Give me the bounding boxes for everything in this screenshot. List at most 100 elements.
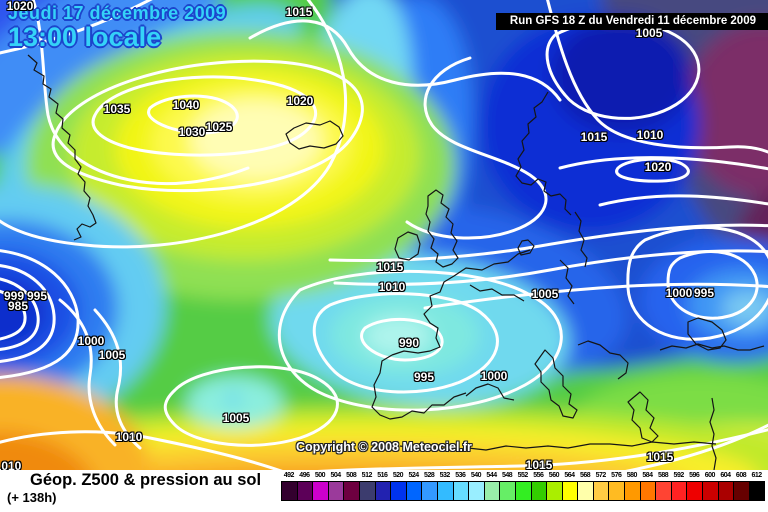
- legend-swatch: [577, 481, 594, 501]
- legend-cell: 520: [390, 471, 407, 501]
- legend-swatch: [483, 481, 501, 501]
- legend-value: 516: [377, 472, 388, 479]
- legend-swatch: [312, 481, 329, 501]
- legend-value: 552: [517, 472, 529, 479]
- legend-swatch: [655, 481, 672, 501]
- legend-swatch: [421, 481, 438, 501]
- legend-cell: 540: [468, 471, 485, 501]
- weather-map: Jeudi 17 décembre 2009 13:00 locale Run …: [0, 0, 768, 470]
- forecast-time-text: 13:00 locale: [8, 21, 162, 52]
- pressure-label: 1015: [580, 130, 608, 144]
- legend-swatch: [468, 481, 485, 501]
- legend-swatch: [390, 481, 407, 501]
- legend-cell: 500: [312, 471, 329, 501]
- copyright-text: Copyright © 2008 Meteociel.fr: [296, 440, 472, 454]
- legend-swatch: [624, 481, 641, 501]
- pressure-label: 985: [7, 299, 29, 313]
- pressure-label: 1020: [6, 0, 34, 13]
- pressure-label: 995: [413, 370, 435, 384]
- color-scale-legend: 492 496 500 504 508 512 516 520 524 528 532 536 540 5…: [281, 471, 766, 501]
- legend-cell: 596: [686, 471, 704, 501]
- coastlines: [27, 54, 765, 470]
- legend-value: 588: [657, 472, 669, 479]
- legend-cell: 580: [624, 471, 641, 501]
- legend-value: 560: [548, 472, 560, 479]
- legend-swatch: [436, 481, 454, 501]
- legend-swatch: [530, 481, 548, 501]
- legend-cell: 532: [436, 471, 454, 501]
- pressure-label: 999: [3, 289, 25, 303]
- pressure-label: 1010: [115, 430, 143, 444]
- legend-cell: 576: [608, 471, 626, 501]
- legend-cell: 504: [327, 471, 345, 501]
- legend-swatch: [327, 481, 345, 501]
- legend-value: 524: [408, 472, 419, 479]
- legend-cell: 568: [577, 471, 594, 501]
- pressure-label: 1040: [172, 98, 200, 112]
- legend-swatch: [452, 481, 470, 501]
- legend-value: 556: [533, 472, 544, 479]
- forecast-valid-date: Jeudi 17 décembre 2009 13:00 locale: [8, 4, 226, 52]
- legend-value: 528: [424, 472, 435, 479]
- legend-cell: 536: [452, 471, 470, 501]
- legend-swatch: [561, 481, 579, 501]
- weather-map-canvas: [0, 0, 768, 470]
- legend-value: 504: [330, 472, 341, 479]
- legend-swatch: [733, 481, 750, 501]
- legend-swatch: [374, 481, 392, 501]
- legend-value: 596: [689, 472, 700, 479]
- isobar-lines: [0, 0, 768, 470]
- legend-swatch: [499, 481, 516, 501]
- legend-swatch: [281, 481, 298, 501]
- pressure-label: 1020: [644, 160, 672, 174]
- legend-cell: 564: [561, 471, 579, 501]
- pressure-label: 1000: [665, 286, 693, 300]
- legend-swatch: [546, 481, 563, 501]
- legend-value: 612: [751, 472, 763, 479]
- legend-swatch: [702, 481, 719, 501]
- pressure-label: 1005: [222, 411, 250, 425]
- legend-cell: 584: [639, 471, 657, 501]
- pressure-label: 1000: [480, 369, 508, 383]
- pressure-label: 1015: [376, 260, 404, 274]
- legend-swatch: [343, 481, 360, 501]
- pressure-label: 1035: [103, 102, 131, 116]
- legend-cell: 600: [702, 471, 719, 501]
- legend-value: 600: [704, 472, 716, 479]
- legend-value: 568: [579, 472, 591, 479]
- legend-cell: 516: [374, 471, 392, 501]
- map-title: Géop. Z500 & pression au sol: [30, 471, 262, 489]
- pressure-label: 1010: [0, 459, 22, 470]
- legend-cell: 508: [343, 471, 360, 501]
- legend-value: 508: [346, 472, 357, 479]
- legend-swatch: [717, 481, 735, 501]
- legend-value: 548: [502, 472, 513, 479]
- legend-value: 584: [642, 472, 653, 479]
- footer-bar: Géop. Z500 & pression au sol (+ 138h) 49…: [0, 470, 768, 512]
- pressure-label: 1005: [98, 348, 126, 362]
- legend-swatch: [296, 481, 314, 501]
- legend-value: 520: [392, 472, 404, 479]
- pressure-label: 1030: [178, 125, 206, 139]
- legend-cell: 588: [655, 471, 672, 501]
- legend-cell: 572: [592, 471, 610, 501]
- legend-value: 532: [439, 472, 451, 479]
- legend-swatch: [670, 481, 688, 501]
- pressure-label: 1015: [285, 5, 313, 19]
- legend-value: 564: [564, 472, 575, 479]
- legend-cell: 492: [281, 471, 298, 501]
- legend-swatch: [592, 481, 610, 501]
- legend-cell: 512: [358, 471, 376, 501]
- lead-time: (+ 138h): [7, 490, 57, 505]
- legend-swatch: [358, 481, 376, 501]
- legend-value: 492: [283, 472, 295, 479]
- legend-value: 500: [314, 472, 326, 479]
- legend-cell: 528: [421, 471, 438, 501]
- pressure-label: 1010: [636, 128, 664, 142]
- legend-cell: 556: [530, 471, 548, 501]
- legend-value: 604: [720, 472, 731, 479]
- legend-swatch: [748, 481, 766, 501]
- legend-value: 512: [361, 472, 373, 479]
- legend-swatch: [405, 481, 423, 501]
